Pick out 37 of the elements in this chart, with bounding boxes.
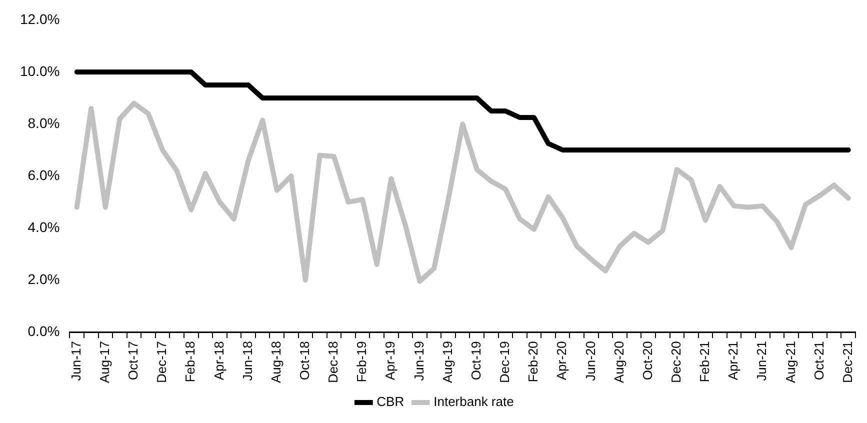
x-tick-label: Apr-21 <box>726 341 741 380</box>
x-tick-label: Oct-18 <box>297 341 312 380</box>
x-tick-label: Jun-17 <box>68 341 84 381</box>
x-tick-label: Jun-18 <box>240 341 255 381</box>
x-tick-label: Feb-19 <box>354 341 370 382</box>
y-tick-label: 10.0% <box>20 62 60 79</box>
x-tick-label: Oct-20 <box>640 341 655 380</box>
x-tick-label: Aug-18 <box>268 341 284 383</box>
x-tick-label: Oct-19 <box>468 341 484 380</box>
x-tick-label: Jun-20 <box>582 341 598 381</box>
x-tick-label: Dec-20 <box>668 341 684 383</box>
x-tick-label: Apr-19 <box>382 341 398 380</box>
x-tick-label: Oct-17 <box>126 341 141 380</box>
x-tick-label: Apr-18 <box>211 341 226 380</box>
x-tick-label: Dec-18 <box>326 341 341 383</box>
x-tick-label: Aug-19 <box>440 341 455 383</box>
legend-label: CBR <box>376 394 404 410</box>
x-tick-label: Oct-21 <box>811 341 826 380</box>
y-tick-label: 4.0% <box>28 218 60 235</box>
x-tick-label: Feb-18 <box>182 341 198 382</box>
x-tick-label: Jun-21 <box>754 341 770 381</box>
x-tick-label: Jun-19 <box>411 341 426 381</box>
x-tick-label: Aug-21 <box>782 341 798 383</box>
y-tick-label: 2.0% <box>28 270 60 287</box>
x-tick-label: Feb-20 <box>526 341 541 382</box>
x-tick-label: Apr-20 <box>554 341 570 380</box>
y-tick-label: 0.0% <box>28 322 60 339</box>
legend-label: Interbank rate <box>434 394 514 410</box>
x-tick-label: Dec-17 <box>154 341 170 383</box>
x-tick-label: Dec-21 <box>840 341 855 383</box>
x-tick-label: Aug-17 <box>96 341 112 383</box>
x-tick-label: Dec-19 <box>497 341 512 383</box>
y-tick-label: 12.0% <box>20 10 60 27</box>
y-tick-label: 8.0% <box>28 114 60 131</box>
x-tick-label: Aug-20 <box>611 341 626 383</box>
y-tick-label: 6.0% <box>28 166 60 183</box>
x-tick-label: Feb-21 <box>697 341 712 382</box>
